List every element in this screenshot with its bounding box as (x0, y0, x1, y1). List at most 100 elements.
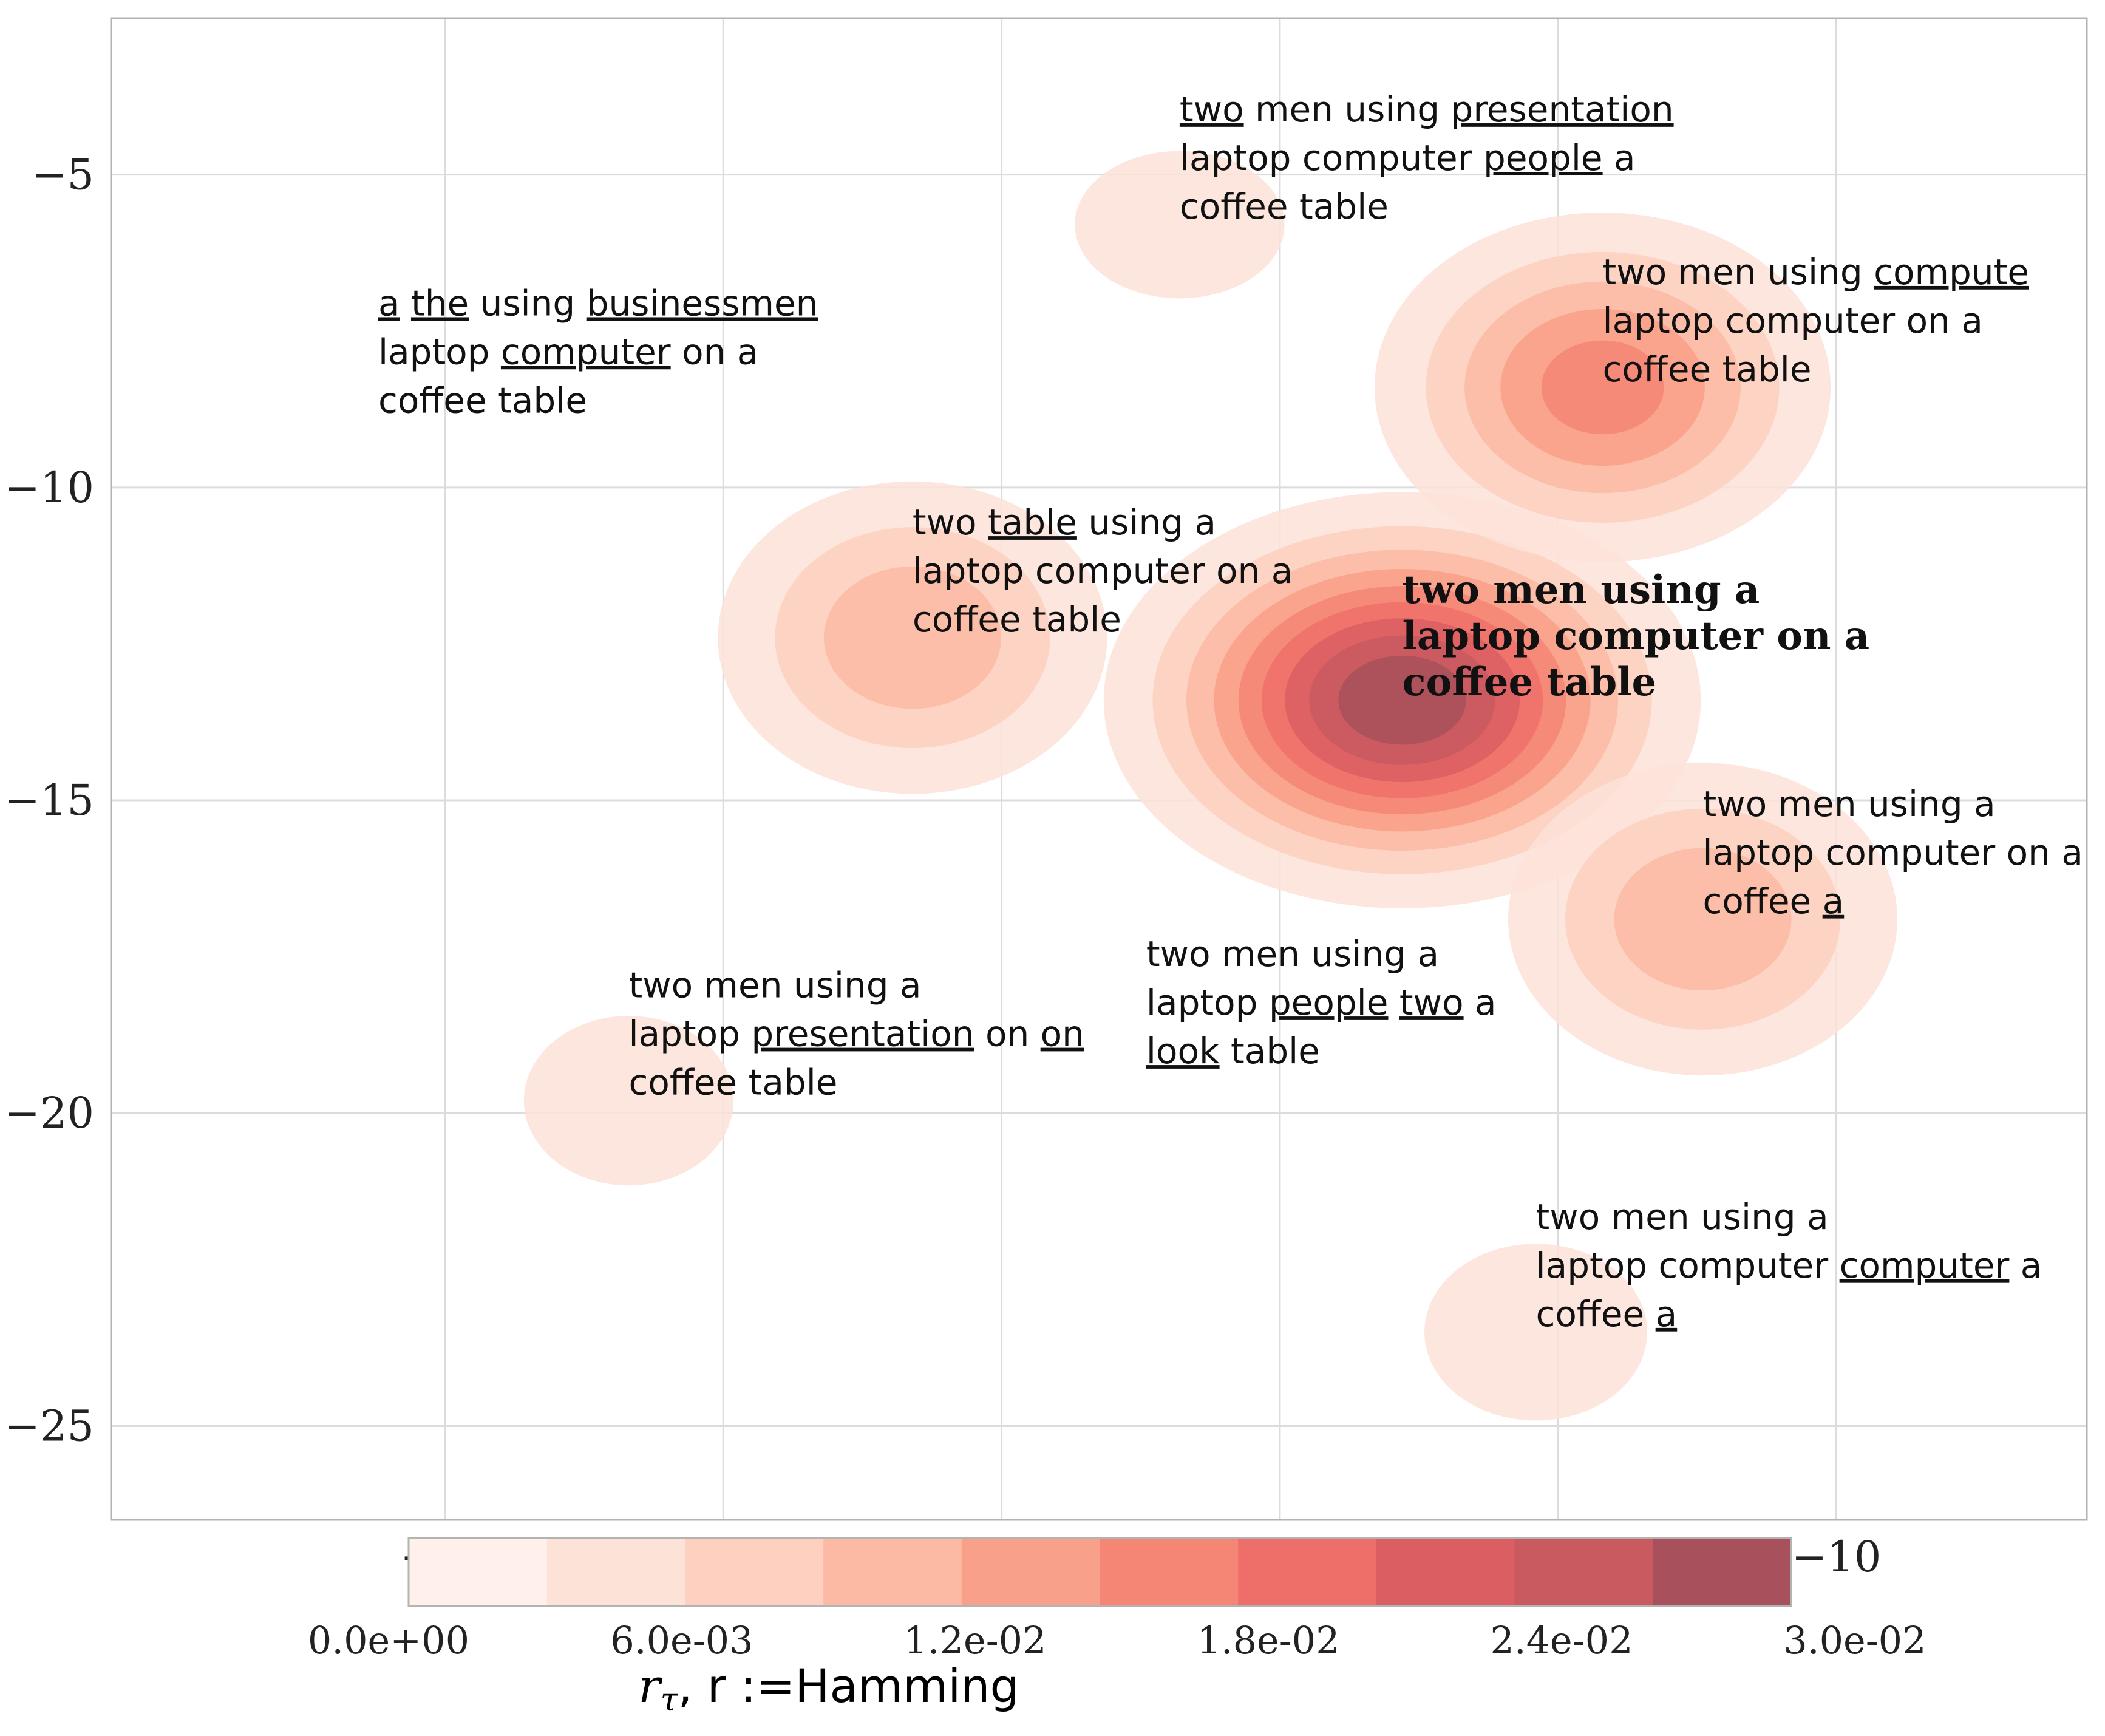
y-axis-ticks: −5 −10 −15 −20 −25 (4, 150, 94, 1451)
label-text: two men using a (1403, 567, 1760, 613)
colorbar-tick-label: 0.0e+00 (308, 1618, 469, 1663)
colorbar-swatch (409, 1538, 548, 1606)
density-blobs (523, 151, 1898, 1421)
label-text: coffee table (628, 1062, 837, 1103)
label-line: laptop presentation on on (628, 1013, 1084, 1055)
perturbed-token: presentation (1451, 89, 1674, 130)
label-line: a the using businessmen (378, 282, 818, 324)
perturbed-token: a (1823, 880, 1845, 922)
label-text: coffee table (1180, 186, 1389, 227)
label-text: laptop computer on a (913, 550, 1293, 591)
colorbar-label-sub: τ (661, 1682, 679, 1718)
label-line: two men using compute (1603, 251, 2029, 293)
label-text: men using (1244, 89, 1451, 130)
colorbar-tick-label: 3.0e-02 (1783, 1618, 1926, 1663)
density-p6 (523, 1016, 734, 1186)
contour-level (523, 1016, 734, 1186)
perturbed-token: the (411, 282, 469, 324)
colorbar-label-math: r (638, 1659, 663, 1713)
colorbar-frame (407, 1537, 1792, 1607)
label-text: two men using a (1536, 1196, 1829, 1237)
y-tick-label: −20 (4, 1088, 94, 1138)
colorbar-swatch (1238, 1538, 1377, 1606)
label-line: coffee table (628, 1062, 837, 1103)
density-p8 (1424, 1244, 1648, 1421)
colorbar-tick-label: 1.8e-02 (1197, 1618, 1339, 1663)
label-text: two men using a (1703, 783, 1996, 825)
density-p3 (1374, 213, 1831, 562)
label-text: laptop computer (1180, 137, 1483, 179)
label-text: table (1220, 1030, 1320, 1072)
colorbar (407, 1537, 1792, 1607)
label-line: laptop computer on a (1703, 832, 2083, 873)
label-text: using a (1077, 502, 1216, 543)
label-line: laptop computer on a (913, 550, 1293, 591)
label-line: look table (1146, 1030, 1320, 1072)
label-text: laptop computer on a (1603, 300, 1983, 341)
label-p2: a the using businessmen laptop computer o… (378, 282, 818, 421)
colorbar-label-rest: r :=Hamming (707, 1659, 1019, 1713)
colorbar-swatch (1100, 1538, 1239, 1606)
colorbar-swatch (1653, 1538, 1792, 1606)
label-text: laptop (378, 331, 501, 372)
x-tick-label: −10 (1792, 1532, 1882, 1582)
label-line: coffee table (378, 380, 587, 421)
label-text: coffee table (1403, 659, 1657, 705)
perturbed-token: people (1483, 137, 1603, 179)
perturbed-token: table (988, 502, 1077, 543)
colorbar-tick-label: 1.2e-02 (903, 1618, 1046, 1663)
label-line: laptop people two a (1146, 982, 1497, 1023)
contour-level (1338, 655, 1466, 745)
perturbed-token: compute (1874, 251, 2029, 293)
label-text: laptop (628, 1013, 751, 1055)
label-text: on (974, 1013, 1041, 1055)
label-text: a (2009, 1245, 2042, 1286)
label-line: coffee table (1603, 349, 1812, 390)
label-p5: two men using a laptop computer on a coffe… (1703, 783, 2083, 922)
perturbed-token: on (1041, 1013, 1084, 1055)
contour-level (1541, 340, 1664, 435)
y-tick-label: −10 (4, 463, 94, 512)
label-text: laptop computer on a (1403, 613, 1870, 659)
perturbed-token: a (378, 282, 400, 324)
perturbed-token: presentation (751, 1013, 974, 1055)
colorbar-label-sep: , (678, 1659, 707, 1713)
label-p6: two men using a laptop presentation on on… (628, 965, 1084, 1103)
label-p4: two table using a laptop computer on a cof… (913, 502, 1293, 640)
perturbed-token: two (1399, 982, 1464, 1023)
perturbed-token: people (1269, 982, 1389, 1023)
density-original (1103, 492, 1701, 908)
label-text: coffee (1703, 880, 1823, 922)
label-line: two men using a (628, 965, 921, 1006)
label-p1: two men using presentation laptop compute… (1180, 89, 1674, 227)
label-line: coffee table (1180, 186, 1389, 227)
label-text: a (1464, 982, 1497, 1023)
label-line: laptop computer computer a (1536, 1245, 2042, 1286)
label-text: two (913, 502, 988, 543)
y-tick-label: −5 (32, 150, 94, 200)
colorbar-swatch (685, 1538, 824, 1606)
label-text (400, 282, 411, 324)
label-text: two men using a (628, 965, 921, 1006)
y-tick-label: −25 (4, 1401, 94, 1451)
colorbar-swatch (1514, 1538, 1653, 1606)
perturbed-token: two (1180, 89, 1244, 130)
label-line: laptop computer on a (1403, 613, 1870, 659)
label-text: a (1603, 137, 1636, 179)
colorbar-tick-label: 6.0e-03 (610, 1618, 753, 1663)
colorbar-swatch (1376, 1538, 1515, 1606)
label-p3: two men using compute laptop computer on … (1603, 251, 2029, 390)
label-line: two men using a (1403, 567, 1760, 613)
label-line: two men using presentation (1180, 89, 1674, 130)
label-line: coffee a (1703, 880, 1845, 922)
label-p7: two men using a laptop people two a look t… (1146, 933, 1497, 1072)
label-line: two table using a (913, 502, 1216, 543)
label-line: coffee table (913, 599, 1121, 640)
colorbar-label: rτ, r :=Hamming (638, 1659, 1019, 1718)
label-text: two men using (1603, 251, 1874, 293)
label-line: coffee a (1536, 1293, 1678, 1335)
perturbed-token: computer (1840, 1245, 2010, 1286)
label-line: two men using a (1146, 933, 1439, 975)
